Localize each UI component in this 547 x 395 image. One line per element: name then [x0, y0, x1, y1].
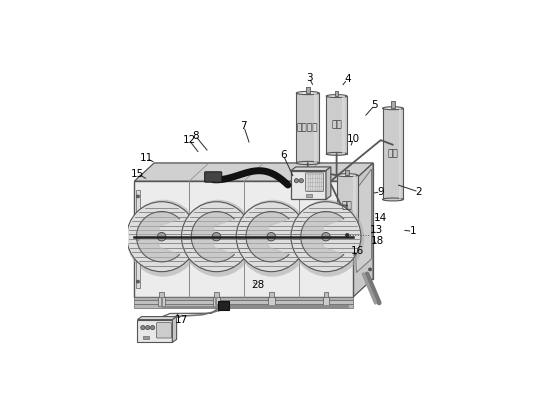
- FancyBboxPatch shape: [306, 173, 323, 192]
- Text: 2: 2: [415, 187, 422, 197]
- Ellipse shape: [337, 235, 358, 237]
- Text: 9: 9: [377, 187, 384, 197]
- Text: 3: 3: [306, 73, 312, 83]
- Circle shape: [158, 232, 166, 241]
- Bar: [296, 93, 319, 163]
- Bar: [323, 297, 329, 306]
- Bar: [291, 171, 326, 199]
- Polygon shape: [191, 211, 234, 262]
- Polygon shape: [326, 167, 331, 199]
- Polygon shape: [154, 163, 373, 278]
- Ellipse shape: [236, 200, 310, 277]
- Bar: [314, 93, 317, 163]
- Bar: [391, 101, 395, 108]
- Circle shape: [136, 195, 139, 198]
- Bar: [342, 96, 345, 154]
- Polygon shape: [172, 316, 177, 342]
- Ellipse shape: [291, 200, 364, 277]
- Bar: [135, 304, 353, 308]
- Circle shape: [212, 232, 221, 241]
- FancyBboxPatch shape: [205, 172, 222, 182]
- Text: 17: 17: [175, 314, 188, 325]
- Bar: [323, 292, 328, 298]
- Text: 空气: 空气: [331, 120, 342, 130]
- Bar: [159, 297, 165, 306]
- Bar: [345, 170, 349, 175]
- Text: 7: 7: [241, 122, 247, 132]
- Circle shape: [136, 237, 139, 241]
- Text: 13: 13: [370, 225, 383, 235]
- Circle shape: [236, 202, 306, 272]
- Bar: [135, 181, 353, 297]
- Text: 6: 6: [280, 150, 287, 160]
- Circle shape: [146, 325, 150, 330]
- Circle shape: [182, 202, 252, 272]
- Bar: [135, 297, 353, 301]
- Text: 16: 16: [351, 246, 364, 256]
- Polygon shape: [301, 211, 344, 262]
- Polygon shape: [135, 163, 373, 181]
- Circle shape: [369, 268, 371, 271]
- Bar: [213, 297, 220, 306]
- Polygon shape: [246, 211, 289, 262]
- Bar: [268, 297, 275, 306]
- Bar: [218, 301, 229, 310]
- Ellipse shape: [382, 107, 403, 110]
- Ellipse shape: [382, 198, 403, 201]
- Circle shape: [291, 202, 361, 272]
- Text: 28: 28: [251, 280, 264, 290]
- Ellipse shape: [296, 162, 319, 165]
- Bar: [137, 320, 172, 342]
- Bar: [159, 292, 164, 298]
- Text: 11: 11: [140, 153, 153, 164]
- FancyBboxPatch shape: [156, 323, 171, 338]
- Bar: [399, 108, 401, 199]
- Bar: [326, 96, 347, 154]
- Bar: [135, 301, 353, 304]
- Ellipse shape: [326, 95, 347, 98]
- Bar: [382, 108, 403, 199]
- Bar: [335, 91, 339, 96]
- Text: 10: 10: [347, 134, 360, 144]
- Circle shape: [150, 325, 155, 330]
- Bar: [337, 175, 358, 236]
- Bar: [136, 190, 139, 288]
- Text: 8: 8: [192, 131, 199, 141]
- Text: 氮气: 氮气: [387, 149, 398, 158]
- Text: 4: 4: [344, 74, 351, 85]
- Bar: [269, 292, 274, 298]
- Circle shape: [322, 232, 330, 241]
- Circle shape: [294, 179, 299, 183]
- Text: 15: 15: [131, 169, 144, 179]
- Circle shape: [345, 233, 349, 237]
- Polygon shape: [291, 167, 331, 171]
- Text: 12: 12: [183, 135, 196, 145]
- Bar: [214, 292, 219, 298]
- Text: 1: 1: [409, 226, 416, 237]
- Circle shape: [141, 325, 145, 330]
- Circle shape: [299, 179, 304, 183]
- Polygon shape: [137, 316, 177, 320]
- Polygon shape: [353, 169, 371, 273]
- Text: 14: 14: [374, 213, 387, 223]
- Text: 18: 18: [371, 235, 385, 246]
- Polygon shape: [137, 211, 179, 262]
- Circle shape: [136, 280, 139, 283]
- Bar: [143, 337, 149, 339]
- Text: 氧气: 氧气: [342, 201, 353, 210]
- Ellipse shape: [126, 200, 200, 277]
- Ellipse shape: [326, 152, 347, 155]
- Bar: [306, 194, 312, 197]
- Bar: [353, 175, 356, 236]
- Ellipse shape: [296, 91, 319, 95]
- Circle shape: [267, 232, 276, 241]
- Polygon shape: [353, 163, 373, 297]
- Text: 二氧化碳: 二氧化碳: [297, 124, 318, 132]
- Bar: [306, 87, 310, 93]
- Text: 5: 5: [371, 100, 378, 110]
- Ellipse shape: [181, 200, 255, 277]
- Circle shape: [127, 202, 197, 272]
- Ellipse shape: [337, 174, 358, 177]
